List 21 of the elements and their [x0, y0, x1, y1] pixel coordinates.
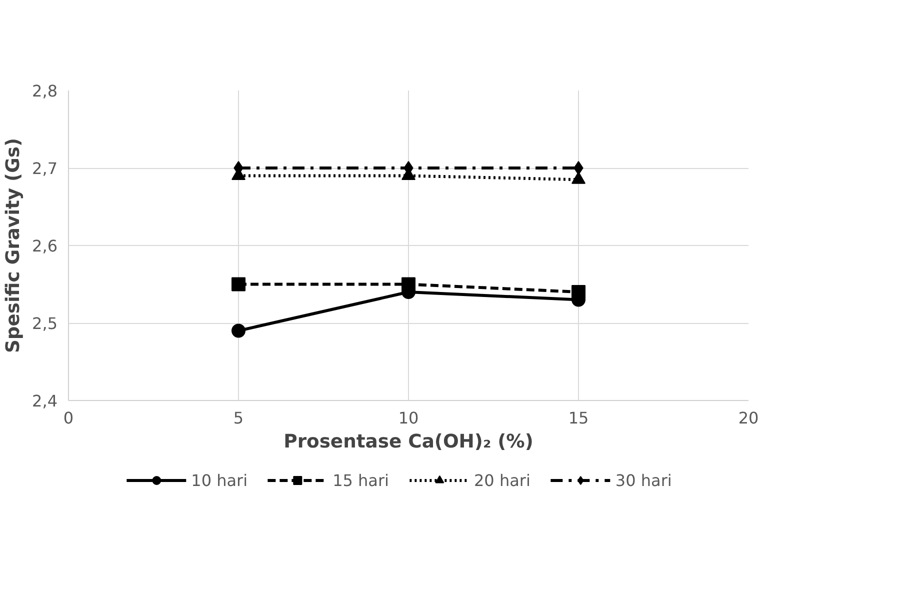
x-tick-label: 5 [233, 408, 244, 428]
y-tick-label: 2,5 [32, 314, 58, 333]
y-tick-label: 2,7 [32, 159, 58, 178]
x-axis-title: Prosentase Ca(OH)₂ (%) [284, 432, 534, 452]
legend-label: 20 hari [474, 470, 530, 490]
x-tick-label: 0 [63, 408, 74, 428]
legend-label: 15 hari [332, 470, 389, 490]
point [232, 277, 246, 292]
y-axis-title: Spesific Gravity (Gs) [3, 138, 24, 354]
x-tick-label: 10 [398, 408, 419, 428]
point [402, 277, 416, 292]
legend-label: 30 hari [615, 470, 672, 490]
y-tick-label: 2,6 [32, 236, 58, 256]
y-tick-label: 2,4 [32, 392, 58, 410]
x-tick-label: 15 [568, 408, 589, 428]
y-tick-label: 2,8 [32, 82, 58, 100]
point [572, 285, 586, 299]
point [232, 324, 246, 338]
x-tick-label: 20 [738, 408, 759, 428]
legend-label: 10 hari [191, 470, 248, 490]
point [574, 161, 584, 175]
